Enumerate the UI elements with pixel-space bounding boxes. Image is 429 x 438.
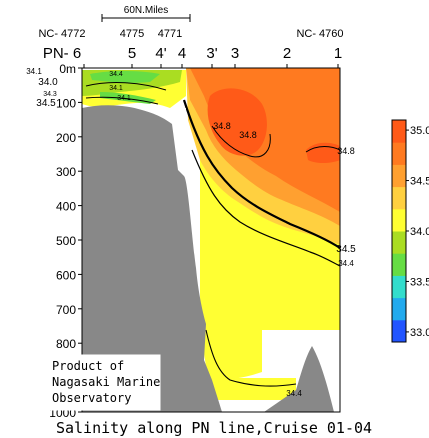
colorbar-segment [392,231,406,254]
station-label: 5 [128,45,136,62]
station-label: PN- 6 [43,45,81,62]
contour-34-8-east [305,146,340,153]
colorbar-segment [392,186,406,210]
contour-label: 34.0 [38,77,58,88]
contour-label: 34.1 [117,95,131,102]
colorbar-segment [392,297,406,321]
sea-floor-ridge [264,346,334,412]
y-tick-label: 800 [56,337,76,351]
band-34-0 [90,71,160,83]
chart-title: Salinity along PN line,Cruise 01-04 [56,419,372,437]
colorbar-tick-label: 35.0 [410,125,429,137]
colorbar-segment [392,142,406,165]
station-id: NC- 4772 [38,28,85,40]
y-tick-label: 200 [56,131,76,145]
station-label: 1 [334,45,342,62]
station-label: 4 [178,45,186,62]
contour-34-1 [85,82,167,91]
contour-34-5 [182,99,340,249]
colorbar-tick-label: 33.0 [410,327,429,339]
y-tick-label: 500 [56,234,76,248]
colorbar-segment [392,319,406,343]
salinity-field [82,68,340,412]
credit-line: Observatory [52,391,131,405]
credit-line: Product of [52,359,124,373]
y-tick-label: 600 [56,268,76,282]
y-tick-label: 100 [56,96,76,110]
colorbar-segment [392,253,406,276]
colorbar-segment [392,275,406,299]
contour-label: 34.8 [337,146,355,156]
contour-34-3 [85,96,159,105]
contour-34-4 [191,149,340,267]
station-id: NC- 4760 [296,28,343,40]
colorbar-segment [392,120,406,143]
scale-bar-label: 60N.Miles [124,5,168,16]
contour-label: 34.4 [109,71,123,78]
shelf-gap [176,108,186,128]
contour-label: 34.8 [213,121,231,131]
station-id: 4775 [120,28,144,40]
contour-label: 34.5 [36,98,56,109]
station-label: 3 [231,45,239,62]
contour-label: 34.4 [338,259,354,268]
y-tick-label: 400 [56,200,76,214]
colorbar-segment [392,208,406,232]
colorbar-tick-label: 34.5 [410,176,429,188]
station-label: 4' [155,45,166,62]
contour-34-4-deep [205,329,297,387]
credit-line: Nagasaki Marine [52,375,160,389]
station-id: 4771 [158,28,182,40]
band-34-4-deep [200,330,262,379]
colorbar-segment [392,164,406,188]
credit-box [47,354,161,411]
contour-label: 34.1 [26,67,42,76]
station-label: 2 [283,45,291,62]
chart-annotations: PN- 6 5 4' 4 3' 3 2 1 NC- 4772 4775 4771 NC- 4760 60… [26,5,429,437]
y-tick-label: 0m [59,62,76,76]
colorbar-tick-label: 33.5 [410,276,429,288]
contour-label: 34.8 [239,130,257,140]
colorbar-tick-label: 34.0 [410,226,429,238]
contour-34-8 [211,125,271,158]
band-34-4-bottom [208,378,296,400]
station-label: 3' [206,45,217,62]
sea-floor [82,105,222,412]
contour-label: 34.1 [109,85,123,92]
contour-label: 34.5 [336,244,356,255]
contour-label: 34.3 [43,91,57,98]
y-tick-label: 700 [56,303,76,317]
contour-label: 34.4 [286,389,302,398]
plot-area: 0m1002003004005006007008009001000 [49,62,341,420]
y-tick-label: 300 [56,165,76,179]
